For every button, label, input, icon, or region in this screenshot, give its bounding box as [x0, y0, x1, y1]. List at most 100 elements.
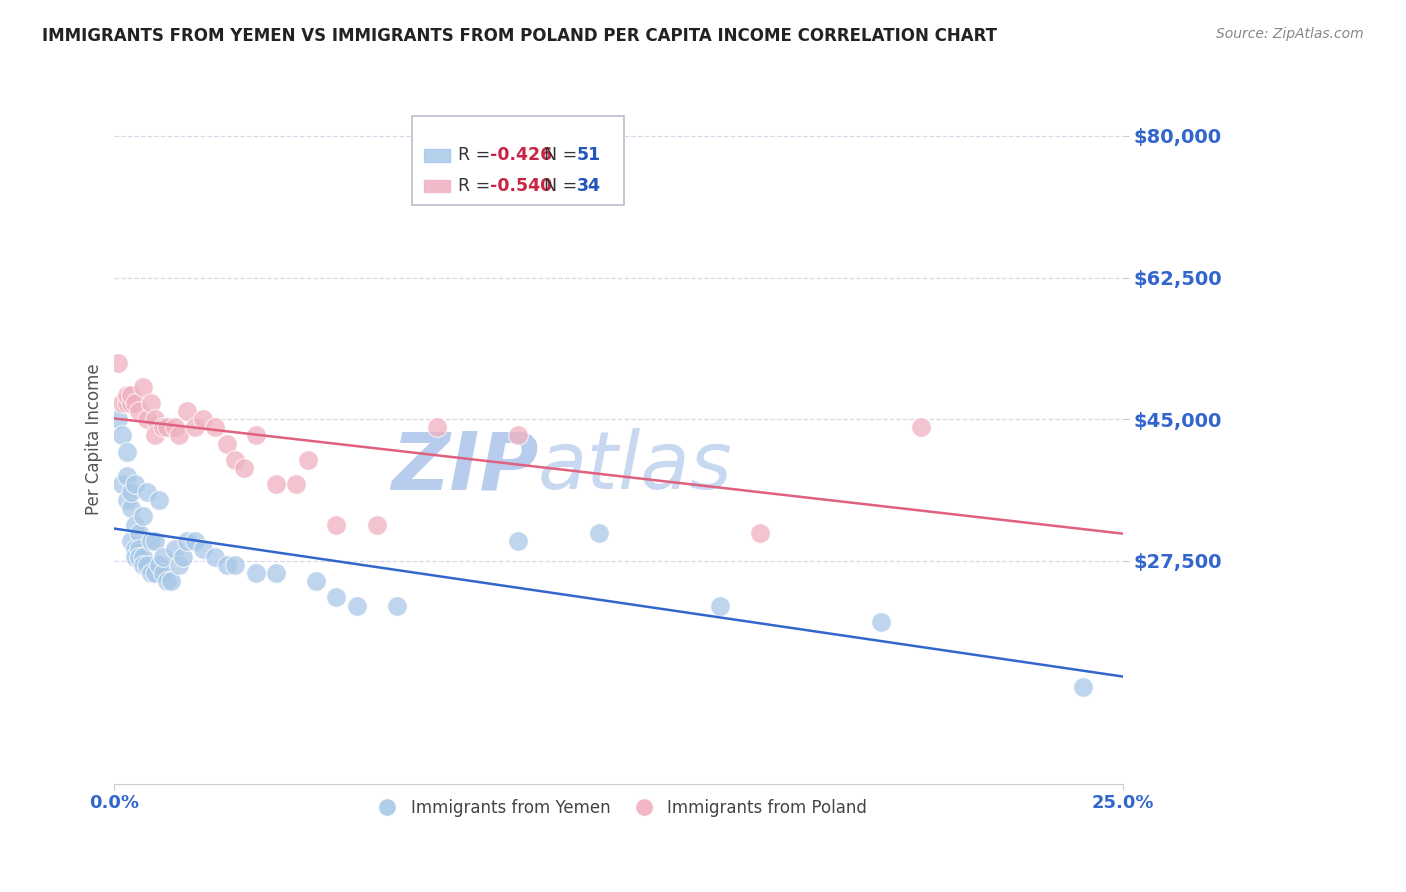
- Point: [143, 566, 166, 581]
- Point: [163, 420, 186, 434]
- Text: IMMIGRANTS FROM YEMEN VS IMMIGRANTS FROM POLAND PER CAPITA INCOME CORRELATION CH: IMMIGRANTS FROM YEMEN VS IMMIGRANTS FROM…: [42, 27, 997, 45]
- Text: R =: R =: [457, 146, 495, 164]
- Point: [124, 549, 146, 564]
- Point: [131, 549, 153, 564]
- Point: [115, 388, 138, 402]
- Point: [128, 541, 150, 556]
- Point: [217, 558, 239, 572]
- Point: [152, 549, 174, 564]
- Point: [139, 566, 162, 581]
- Point: [148, 493, 170, 508]
- Point: [910, 420, 932, 434]
- Point: [131, 380, 153, 394]
- Point: [111, 428, 134, 442]
- Bar: [425, 179, 450, 192]
- Point: [143, 412, 166, 426]
- Point: [297, 452, 319, 467]
- Point: [870, 615, 893, 629]
- Point: [224, 452, 246, 467]
- Point: [385, 599, 408, 613]
- Point: [325, 517, 347, 532]
- Point: [184, 533, 207, 548]
- Point: [426, 420, 449, 434]
- Point: [184, 420, 207, 434]
- Point: [163, 541, 186, 556]
- Text: ZIP: ZIP: [391, 428, 538, 506]
- Point: [131, 509, 153, 524]
- Point: [152, 420, 174, 434]
- Point: [204, 420, 226, 434]
- Text: -0.540: -0.540: [489, 177, 553, 194]
- Text: 34: 34: [576, 177, 600, 194]
- Point: [135, 412, 157, 426]
- Point: [305, 574, 328, 589]
- Point: [1071, 680, 1094, 694]
- Point: [160, 574, 183, 589]
- Point: [131, 558, 153, 572]
- Point: [143, 533, 166, 548]
- Point: [135, 485, 157, 500]
- Point: [148, 558, 170, 572]
- Point: [128, 525, 150, 540]
- Point: [111, 477, 134, 491]
- Point: [135, 558, 157, 572]
- Point: [224, 558, 246, 572]
- Bar: [425, 149, 450, 161]
- Text: 51: 51: [576, 146, 600, 164]
- Point: [709, 599, 731, 613]
- Point: [366, 517, 388, 532]
- Point: [120, 388, 142, 402]
- Point: [128, 404, 150, 418]
- Text: R =: R =: [457, 177, 495, 194]
- Point: [204, 549, 226, 564]
- Point: [749, 525, 772, 540]
- Point: [139, 396, 162, 410]
- Point: [143, 428, 166, 442]
- Point: [193, 412, 215, 426]
- FancyBboxPatch shape: [412, 116, 624, 205]
- Text: Source: ZipAtlas.com: Source: ZipAtlas.com: [1216, 27, 1364, 41]
- Text: N =: N =: [533, 146, 583, 164]
- Point: [124, 517, 146, 532]
- Point: [506, 533, 529, 548]
- Point: [264, 566, 287, 581]
- Text: atlas: atlas: [538, 428, 733, 506]
- Point: [506, 428, 529, 442]
- Point: [156, 574, 179, 589]
- Point: [245, 428, 267, 442]
- Text: N =: N =: [533, 177, 583, 194]
- Point: [120, 501, 142, 516]
- Point: [124, 541, 146, 556]
- Point: [325, 591, 347, 605]
- Point: [115, 493, 138, 508]
- Y-axis label: Per Capita Income: Per Capita Income: [86, 364, 103, 516]
- Point: [139, 533, 162, 548]
- Point: [346, 599, 368, 613]
- Legend: Immigrants from Yemen, Immigrants from Poland: Immigrants from Yemen, Immigrants from P…: [364, 792, 873, 823]
- Point: [245, 566, 267, 581]
- Point: [107, 412, 129, 426]
- Point: [264, 477, 287, 491]
- Point: [167, 558, 190, 572]
- Point: [285, 477, 308, 491]
- Point: [176, 533, 198, 548]
- Point: [588, 525, 610, 540]
- Point: [111, 396, 134, 410]
- Text: -0.426: -0.426: [489, 146, 553, 164]
- Point: [176, 404, 198, 418]
- Point: [124, 396, 146, 410]
- Point: [120, 533, 142, 548]
- Point: [120, 396, 142, 410]
- Point: [172, 549, 194, 564]
- Point: [124, 477, 146, 491]
- Point: [128, 549, 150, 564]
- Point: [115, 444, 138, 458]
- Point: [115, 469, 138, 483]
- Point: [193, 541, 215, 556]
- Point: [120, 485, 142, 500]
- Point: [167, 428, 190, 442]
- Point: [232, 461, 254, 475]
- Point: [156, 420, 179, 434]
- Point: [115, 396, 138, 410]
- Point: [107, 355, 129, 369]
